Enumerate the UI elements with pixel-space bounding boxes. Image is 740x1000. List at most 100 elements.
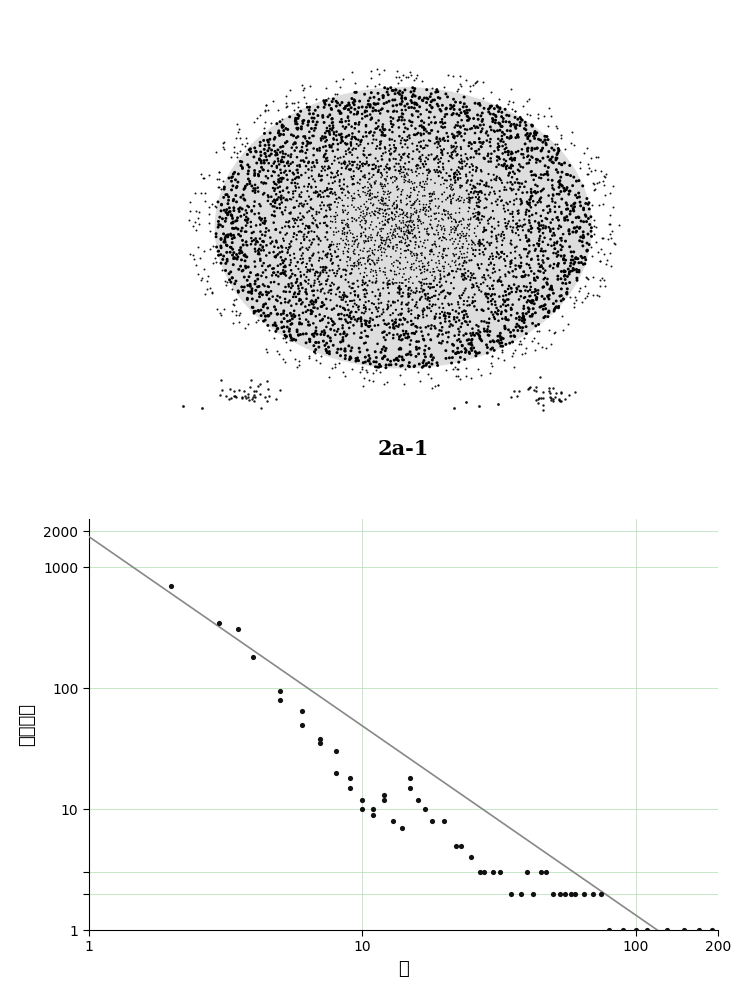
Point: [450, 141, 462, 157]
Point: [358, 250, 370, 266]
Point: [295, 143, 306, 159]
Point: [285, 328, 297, 344]
Point: [410, 193, 422, 209]
Point: [259, 312, 271, 328]
Point: [466, 342, 478, 358]
Point: [557, 322, 569, 338]
Point: [505, 280, 517, 296]
Point: [308, 300, 320, 316]
Point: [552, 271, 564, 287]
Point: [505, 101, 517, 117]
Point: [340, 119, 352, 135]
Point: [526, 333, 538, 349]
Point: [323, 188, 334, 204]
Point: [334, 334, 346, 350]
Point: [389, 162, 401, 178]
Point: [363, 125, 375, 141]
Point: [372, 96, 384, 112]
Point: [354, 201, 366, 217]
Point: [306, 110, 318, 126]
Point: [420, 349, 431, 365]
Point: [305, 278, 317, 294]
Point: [397, 130, 408, 146]
Point: [384, 137, 396, 153]
Point: [306, 296, 317, 312]
Point: [340, 143, 352, 159]
Point: [396, 106, 408, 122]
Point: [439, 172, 451, 188]
Point: [346, 169, 357, 185]
Point: [254, 286, 266, 302]
Point: [396, 234, 408, 250]
Point: [531, 140, 543, 156]
Point: [259, 210, 271, 226]
Point: [283, 270, 295, 286]
Point: [360, 316, 371, 332]
Point: [429, 320, 441, 336]
Point: [431, 277, 443, 293]
Point: [528, 125, 540, 141]
Point: [391, 200, 403, 216]
Point: [315, 130, 327, 146]
Point: [317, 139, 329, 155]
Point: [256, 258, 268, 274]
Point: [301, 196, 313, 212]
Point: [352, 299, 364, 315]
Point: [331, 266, 343, 282]
Point: [259, 145, 271, 161]
Point: [416, 179, 428, 195]
Point: [226, 207, 238, 223]
Point: [349, 233, 361, 249]
Point: [349, 97, 360, 113]
Point: [323, 197, 335, 213]
Point: [478, 247, 490, 263]
Point: [497, 138, 508, 154]
Point: [453, 164, 465, 180]
Point: [394, 329, 406, 345]
Point: [480, 285, 491, 301]
Point: [532, 184, 544, 200]
Point: [472, 205, 484, 221]
Point: [389, 314, 401, 330]
Point: [376, 166, 388, 182]
Point: [412, 310, 424, 326]
Point: [400, 272, 412, 288]
Point: [270, 323, 282, 339]
Point: [630, 922, 642, 938]
Point: [540, 137, 552, 153]
Point: [437, 284, 448, 300]
Point: [309, 344, 320, 360]
Point: [511, 281, 523, 297]
Point: [540, 864, 552, 880]
Point: [275, 266, 286, 282]
Point: [536, 252, 548, 268]
Point: [219, 213, 231, 229]
Point: [386, 198, 398, 214]
Point: [411, 341, 423, 357]
Point: [414, 126, 426, 142]
Point: [237, 282, 249, 298]
Point: [289, 171, 301, 187]
Point: [539, 220, 551, 236]
Point: [447, 343, 459, 359]
Point: [420, 801, 431, 817]
Point: [424, 246, 436, 262]
Point: [238, 247, 250, 263]
Point: [210, 254, 222, 270]
Point: [366, 111, 377, 127]
Point: [321, 120, 333, 136]
Point: [462, 105, 474, 121]
Point: [478, 100, 490, 116]
Point: [460, 306, 472, 322]
Point: [548, 380, 559, 396]
Point: [445, 222, 457, 238]
Point: [326, 360, 338, 376]
Point: [374, 263, 386, 279]
Point: [367, 197, 379, 213]
Point: [536, 213, 548, 229]
Point: [201, 273, 213, 289]
Point: [326, 122, 338, 138]
Point: [417, 259, 428, 275]
Point: [293, 286, 305, 302]
Point: [223, 192, 235, 208]
